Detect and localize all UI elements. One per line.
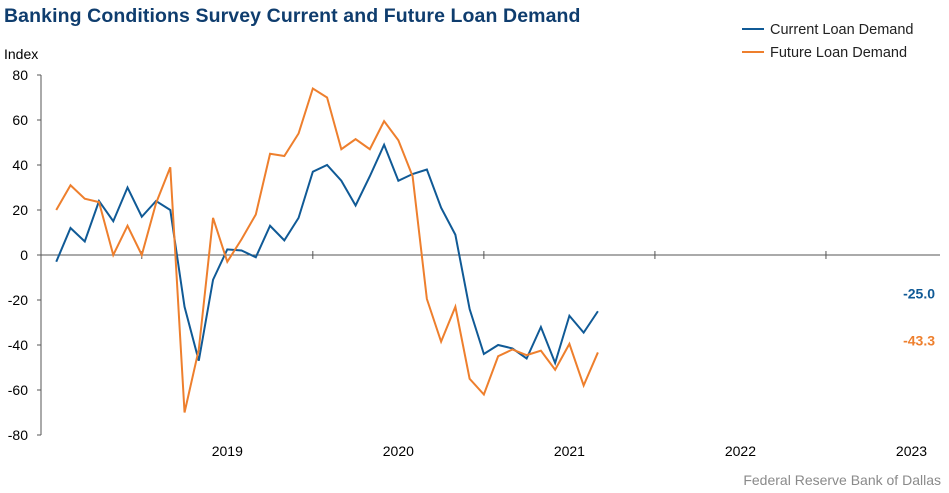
x-tick-label: 2022 <box>725 443 756 459</box>
y-tick-label: 0 <box>20 247 28 263</box>
x-tick-label: 2020 <box>383 443 414 459</box>
y-axis-label: Index <box>4 46 38 62</box>
series-line-future-loan-demand <box>55 86 599 413</box>
y-tick-label: 20 <box>12 202 28 218</box>
chart-title: Banking Conditions Survey Current and Fu… <box>4 5 581 27</box>
y-tick-label: 60 <box>12 112 28 128</box>
x-tick-label: 2021 <box>554 443 585 459</box>
y-tick-label: -60 <box>8 382 28 398</box>
end-value-label: -43.3 <box>903 332 935 348</box>
y-tick-label: -40 <box>8 337 28 353</box>
x-axis: 2019 2020 2021 2022 2023 <box>41 251 940 459</box>
x-tick-label: 2023 <box>896 443 927 459</box>
legend-label: Current Loan Demand <box>770 22 913 38</box>
y-axis: -80 -60 -40 -20 0 20 40 60 80 <box>8 67 42 443</box>
y-tick-label: -20 <box>8 292 28 308</box>
y-tick-label: -80 <box>8 427 28 443</box>
source-note: Federal Reserve Bank of Dallas <box>743 472 941 488</box>
legend: Current Loan Demand Future Loan Demand <box>742 22 913 61</box>
series-lines <box>55 86 599 413</box>
series-line-current-loan-demand <box>55 142 599 367</box>
x-tick-label: 2019 <box>212 443 243 459</box>
y-tick-label: 80 <box>12 67 28 83</box>
end-labels: -25.0 -43.3 <box>903 285 935 348</box>
y-tick-label: 40 <box>12 157 28 173</box>
legend-label: Future Loan Demand <box>770 45 907 61</box>
end-value-label: -25.0 <box>903 285 935 301</box>
